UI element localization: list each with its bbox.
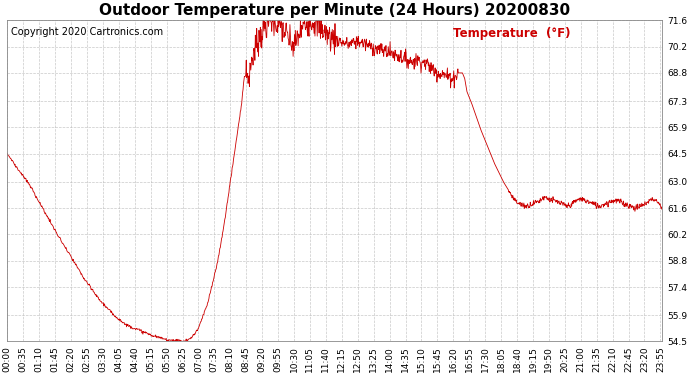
Text: Temperature  (°F): Temperature (°F) <box>453 27 570 40</box>
Title: Outdoor Temperature per Minute (24 Hours) 20200830: Outdoor Temperature per Minute (24 Hours… <box>99 3 571 18</box>
Text: Copyright 2020 Cartronics.com: Copyright 2020 Cartronics.com <box>10 27 163 37</box>
